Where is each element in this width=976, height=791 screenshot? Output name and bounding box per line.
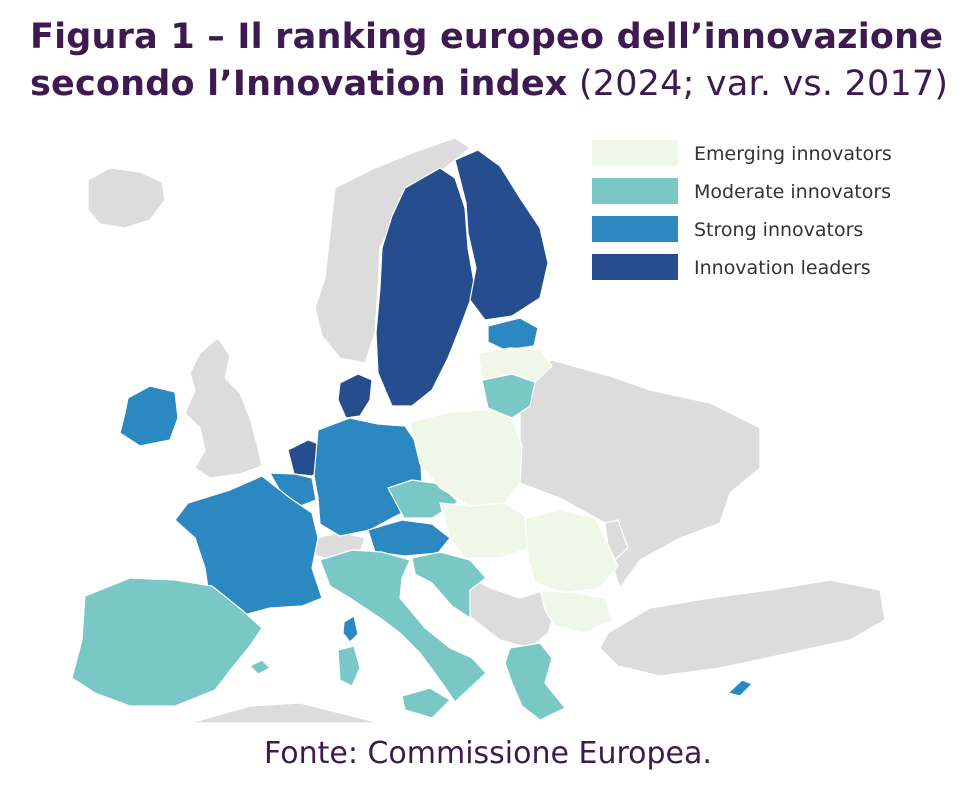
region-romania (524, 509, 619, 594)
region-finland (454, 149, 549, 321)
legend-swatch-0 (592, 140, 678, 166)
region-estonia (487, 317, 539, 351)
region-france (174, 475, 323, 617)
region-norway (314, 137, 471, 364)
region-czechia (387, 479, 459, 519)
figure-title: Figura 1 – Il ranking europeo dell’innov… (30, 14, 960, 108)
region-latvia (477, 347, 553, 383)
region-slovakia-hungary (439, 502, 541, 559)
region-poland (409, 409, 523, 507)
region-iceland (87, 167, 166, 229)
source-note: Fonte: Commissione Europea. (264, 736, 712, 771)
legend-swatch-3 (592, 254, 678, 280)
europe-map: Emerging innovators Moderate innovators St… (0, 128, 976, 728)
region-sweden (375, 167, 476, 407)
region-belarus-russia-ukraine (519, 359, 761, 589)
region-turkey (599, 579, 886, 677)
europe-map-svg: Emerging innovators Moderate innovators St… (71, 137, 892, 724)
region-balearics (249, 659, 271, 675)
legend-swatch-2 (592, 216, 678, 242)
legend-label-0: Emerging innovators (694, 143, 892, 165)
region-north-africa (189, 702, 381, 724)
legend-label-1: Moderate innovators (694, 181, 891, 203)
figure-title-period: (2024; var. vs. 2017) (567, 64, 949, 104)
region-austria (367, 519, 451, 557)
region-sardinia (337, 645, 361, 687)
region-corsica (342, 615, 359, 643)
figure-title-main: Figura 1 – Il ranking europeo dell’innov… (30, 17, 944, 104)
legend-label-2: Strong innovators (694, 219, 863, 241)
region-greece (504, 642, 566, 721)
map-legend: Emerging innovators Moderate innovators St… (592, 140, 892, 280)
legend-swatch-1 (592, 178, 678, 204)
region-cyprus (727, 679, 753, 697)
region-ireland (119, 385, 179, 447)
region-denmark (337, 373, 373, 419)
region-sicily (401, 687, 451, 719)
region-bulgaria (539, 589, 613, 634)
region-iberia (71, 577, 263, 707)
region-slovenia-croatia (411, 551, 487, 619)
region-uk (184, 337, 263, 479)
legend-label-3: Innovation leaders (694, 257, 871, 279)
region-italy (319, 549, 487, 703)
